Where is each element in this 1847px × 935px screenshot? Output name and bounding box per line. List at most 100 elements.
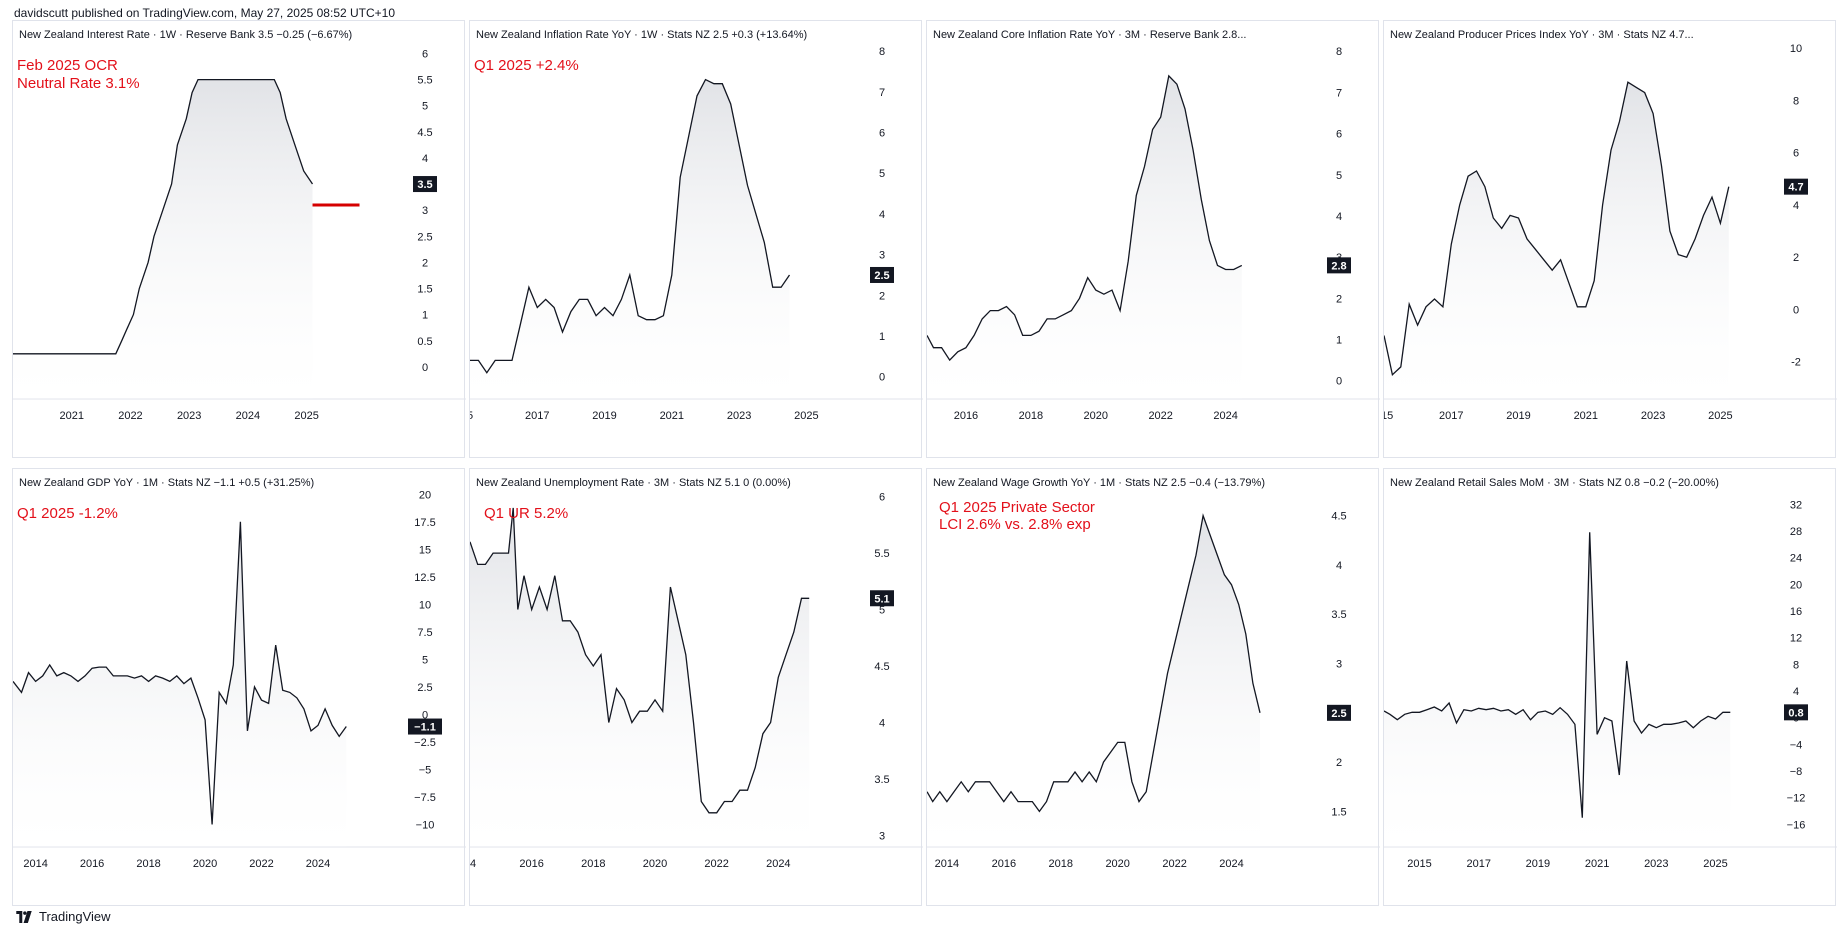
y-tick-label: 6: [879, 128, 885, 140]
chart-title: New Zealand Inflation Rate YoY · 1W · St…: [476, 29, 808, 41]
y-tick-label: 1.5: [417, 284, 432, 296]
y-tick-label: 20: [1790, 579, 1802, 591]
x-tick-label: 2023: [1641, 410, 1665, 422]
x-tick-label: 2016: [80, 858, 104, 870]
annotation-line: Q1 UR 5.2%: [484, 505, 569, 522]
y-tick-label: 2.5: [417, 682, 432, 694]
series-line: [13, 521, 347, 825]
y-tick-label: 8: [1793, 95, 1799, 107]
x-tick-label: 2018: [1019, 410, 1043, 422]
y-tick-label: 6: [879, 492, 885, 504]
x-tick-label: 2016: [519, 858, 543, 870]
footer-brand: TradingView: [39, 909, 111, 924]
x-tick-label: 2020: [643, 858, 667, 870]
y-tick-label: 5.5: [874, 548, 889, 560]
y-tick-label: 2.5: [417, 231, 432, 243]
y-tick-label: 0: [422, 362, 428, 374]
chart-title: New Zealand GDP YoY · 1M · Stats NZ −1.1…: [19, 477, 315, 489]
chart-title: New Zealand Interest Rate · 1W · Reserve…: [19, 29, 353, 41]
publisher-header: davidscutt published on TradingView.com,…: [14, 6, 396, 20]
chart-title: New Zealand Core Inflation Rate YoY · 3M…: [933, 29, 1247, 41]
y-tick-label: 3: [422, 205, 428, 217]
series-area: [1384, 532, 1731, 847]
x-tick-label: 2024: [1213, 410, 1237, 422]
series-area: [13, 521, 347, 847]
chart-panel-retail-sales[interactable]: −16−12−8−4048121620242832201520172019202…: [1383, 468, 1837, 906]
chart-title: New Zealand Retail Sales MoM · 3M · Stat…: [1390, 477, 1719, 489]
annotation-line: LCI 2.6% vs. 2.8% exp: [939, 516, 1091, 533]
y-tick-label: 8: [1793, 659, 1799, 671]
chart-svg: 1.522.533.544.52014201620182020202220242…: [927, 511, 1380, 870]
y-tick-label: 32: [1790, 499, 1802, 511]
x-tick-label: 5: [470, 410, 473, 422]
last-value-badge: [1327, 704, 1351, 721]
chart-annotation: Feb 2025 OCR Neutral Rate 3.1%: [17, 57, 140, 93]
last-value-badge: [1784, 704, 1808, 721]
annotation-line: Neutral Rate 3.1%: [17, 75, 140, 92]
chart-panel-core-inflation[interactable]: 012345678201620182020202220242.8 New Zea…: [926, 20, 1380, 458]
x-tick-label: 2023: [727, 410, 751, 422]
tradingview-footer[interactable]: TradingView: [14, 909, 111, 924]
y-tick-label: −2.5: [414, 737, 436, 749]
x-tick-label: 2021: [1585, 858, 1609, 870]
x-tick-label: 2021: [59, 410, 83, 422]
chart-panel-producer-prices[interactable]: -2 0 2 4 6 8 10 015 2017 2019 2021 2023 2025 4.7 New …: [1383, 20, 1837, 458]
y-tick-label: −4: [1790, 739, 1803, 751]
y-tick-label: −16: [1787, 819, 1806, 831]
chart-panel-interest-rate[interactable]: 0 0.5 1 1.5 2 2.5 3 3.5 4 4.5 5 5.5 6 2021 2022 2023 202…: [12, 20, 466, 458]
y-tick-label: 6: [1336, 129, 1342, 141]
chart-panel-gdp[interactable]: −10 −7.5 −5 −2.5 0 2.5 5 7.5 10 12.5 15 17.5 20 2014 2…: [12, 468, 466, 906]
y-tick-label: 15: [419, 544, 431, 556]
y-tick-label: 10: [1790, 43, 1802, 55]
chart-panel-inflation-rate[interactable]: 0 1 2 3 4 5 6 7 8 5 2017 2019 2021 2023 2025 2.5 New Ze…: [469, 20, 923, 458]
last-value-badge: [870, 590, 894, 607]
last-value-label: −1.1: [414, 722, 436, 734]
y-tick-label: 5: [1336, 170, 1342, 182]
x-tick-label: 2025: [294, 410, 318, 422]
y-tick-label: 5: [879, 605, 885, 617]
chart-panel-unemployment[interactable]: 3 3.5 4 4.5 5 5.5 6 14 2016 2018 2020 2022 2024 5.1 N…: [469, 468, 923, 906]
y-tick-label: 6: [422, 48, 428, 60]
y-tick-label: 2: [1336, 293, 1342, 305]
x-tick-label: 2024: [1219, 858, 1243, 870]
last-value-badge: [408, 718, 442, 735]
y-tick-label: 4: [1336, 560, 1342, 572]
y-tick-label: 24: [1790, 553, 1802, 565]
series-area: [13, 79, 313, 399]
x-tick-label: 2019: [1506, 410, 1530, 422]
x-tick-label: 2025: [794, 410, 818, 422]
chart-panel-wage-growth[interactable]: 1.522.533.544.52014201620182020202220242…: [926, 468, 1380, 906]
y-tick-label: 2: [879, 290, 885, 302]
y-tick-label: 2: [1336, 757, 1342, 769]
y-tick-label: 5: [422, 654, 428, 666]
x-tick-label: 2025: [1703, 858, 1727, 870]
y-tick-label: 3: [879, 250, 885, 262]
chart-annotation: Q1 2025 +2.4%: [474, 57, 579, 75]
y-tick-label: -2: [1791, 357, 1801, 369]
chart-svg: 0 0.5 1 1.5 2 2.5 3 3.5 4 4.5 5 5.5 6 2021 2022 2023 202…: [13, 48, 466, 422]
annotation-line: Feb 2025 OCR: [17, 57, 118, 74]
last-value-label: 0.8: [1788, 707, 1803, 719]
last-value-badge: [413, 176, 437, 193]
y-tick-label: 12.5: [414, 572, 435, 584]
chart-annotation: Q1 2025 -1.2%: [17, 505, 118, 523]
series-area: [1384, 82, 1729, 399]
y-tick-label: 1: [1336, 334, 1342, 346]
y-tick-label: 4: [1793, 686, 1799, 698]
y-tick-label: 3: [879, 830, 885, 842]
x-tick-label: 2025: [1708, 410, 1732, 422]
x-tick-label: 2017: [1439, 410, 1463, 422]
chart-annotation: Q1 UR 5.2%: [484, 505, 568, 523]
x-tick-label: 2014: [23, 858, 47, 870]
y-tick-label: 3.5: [874, 774, 889, 786]
last-value-label: 2.5: [874, 270, 889, 282]
series-line: [470, 507, 810, 814]
y-tick-label: 12: [1790, 633, 1802, 645]
x-tick-label: 015: [1384, 410, 1393, 422]
chart-title: New Zealand Producer Prices Index YoY · …: [1390, 29, 1694, 41]
y-tick-label: 6: [1793, 148, 1799, 160]
series-line: [470, 78, 791, 374]
y-tick-label: 4.5: [874, 661, 889, 673]
y-tick-label: 7: [879, 87, 885, 99]
y-tick-label: 17.5: [414, 517, 435, 529]
